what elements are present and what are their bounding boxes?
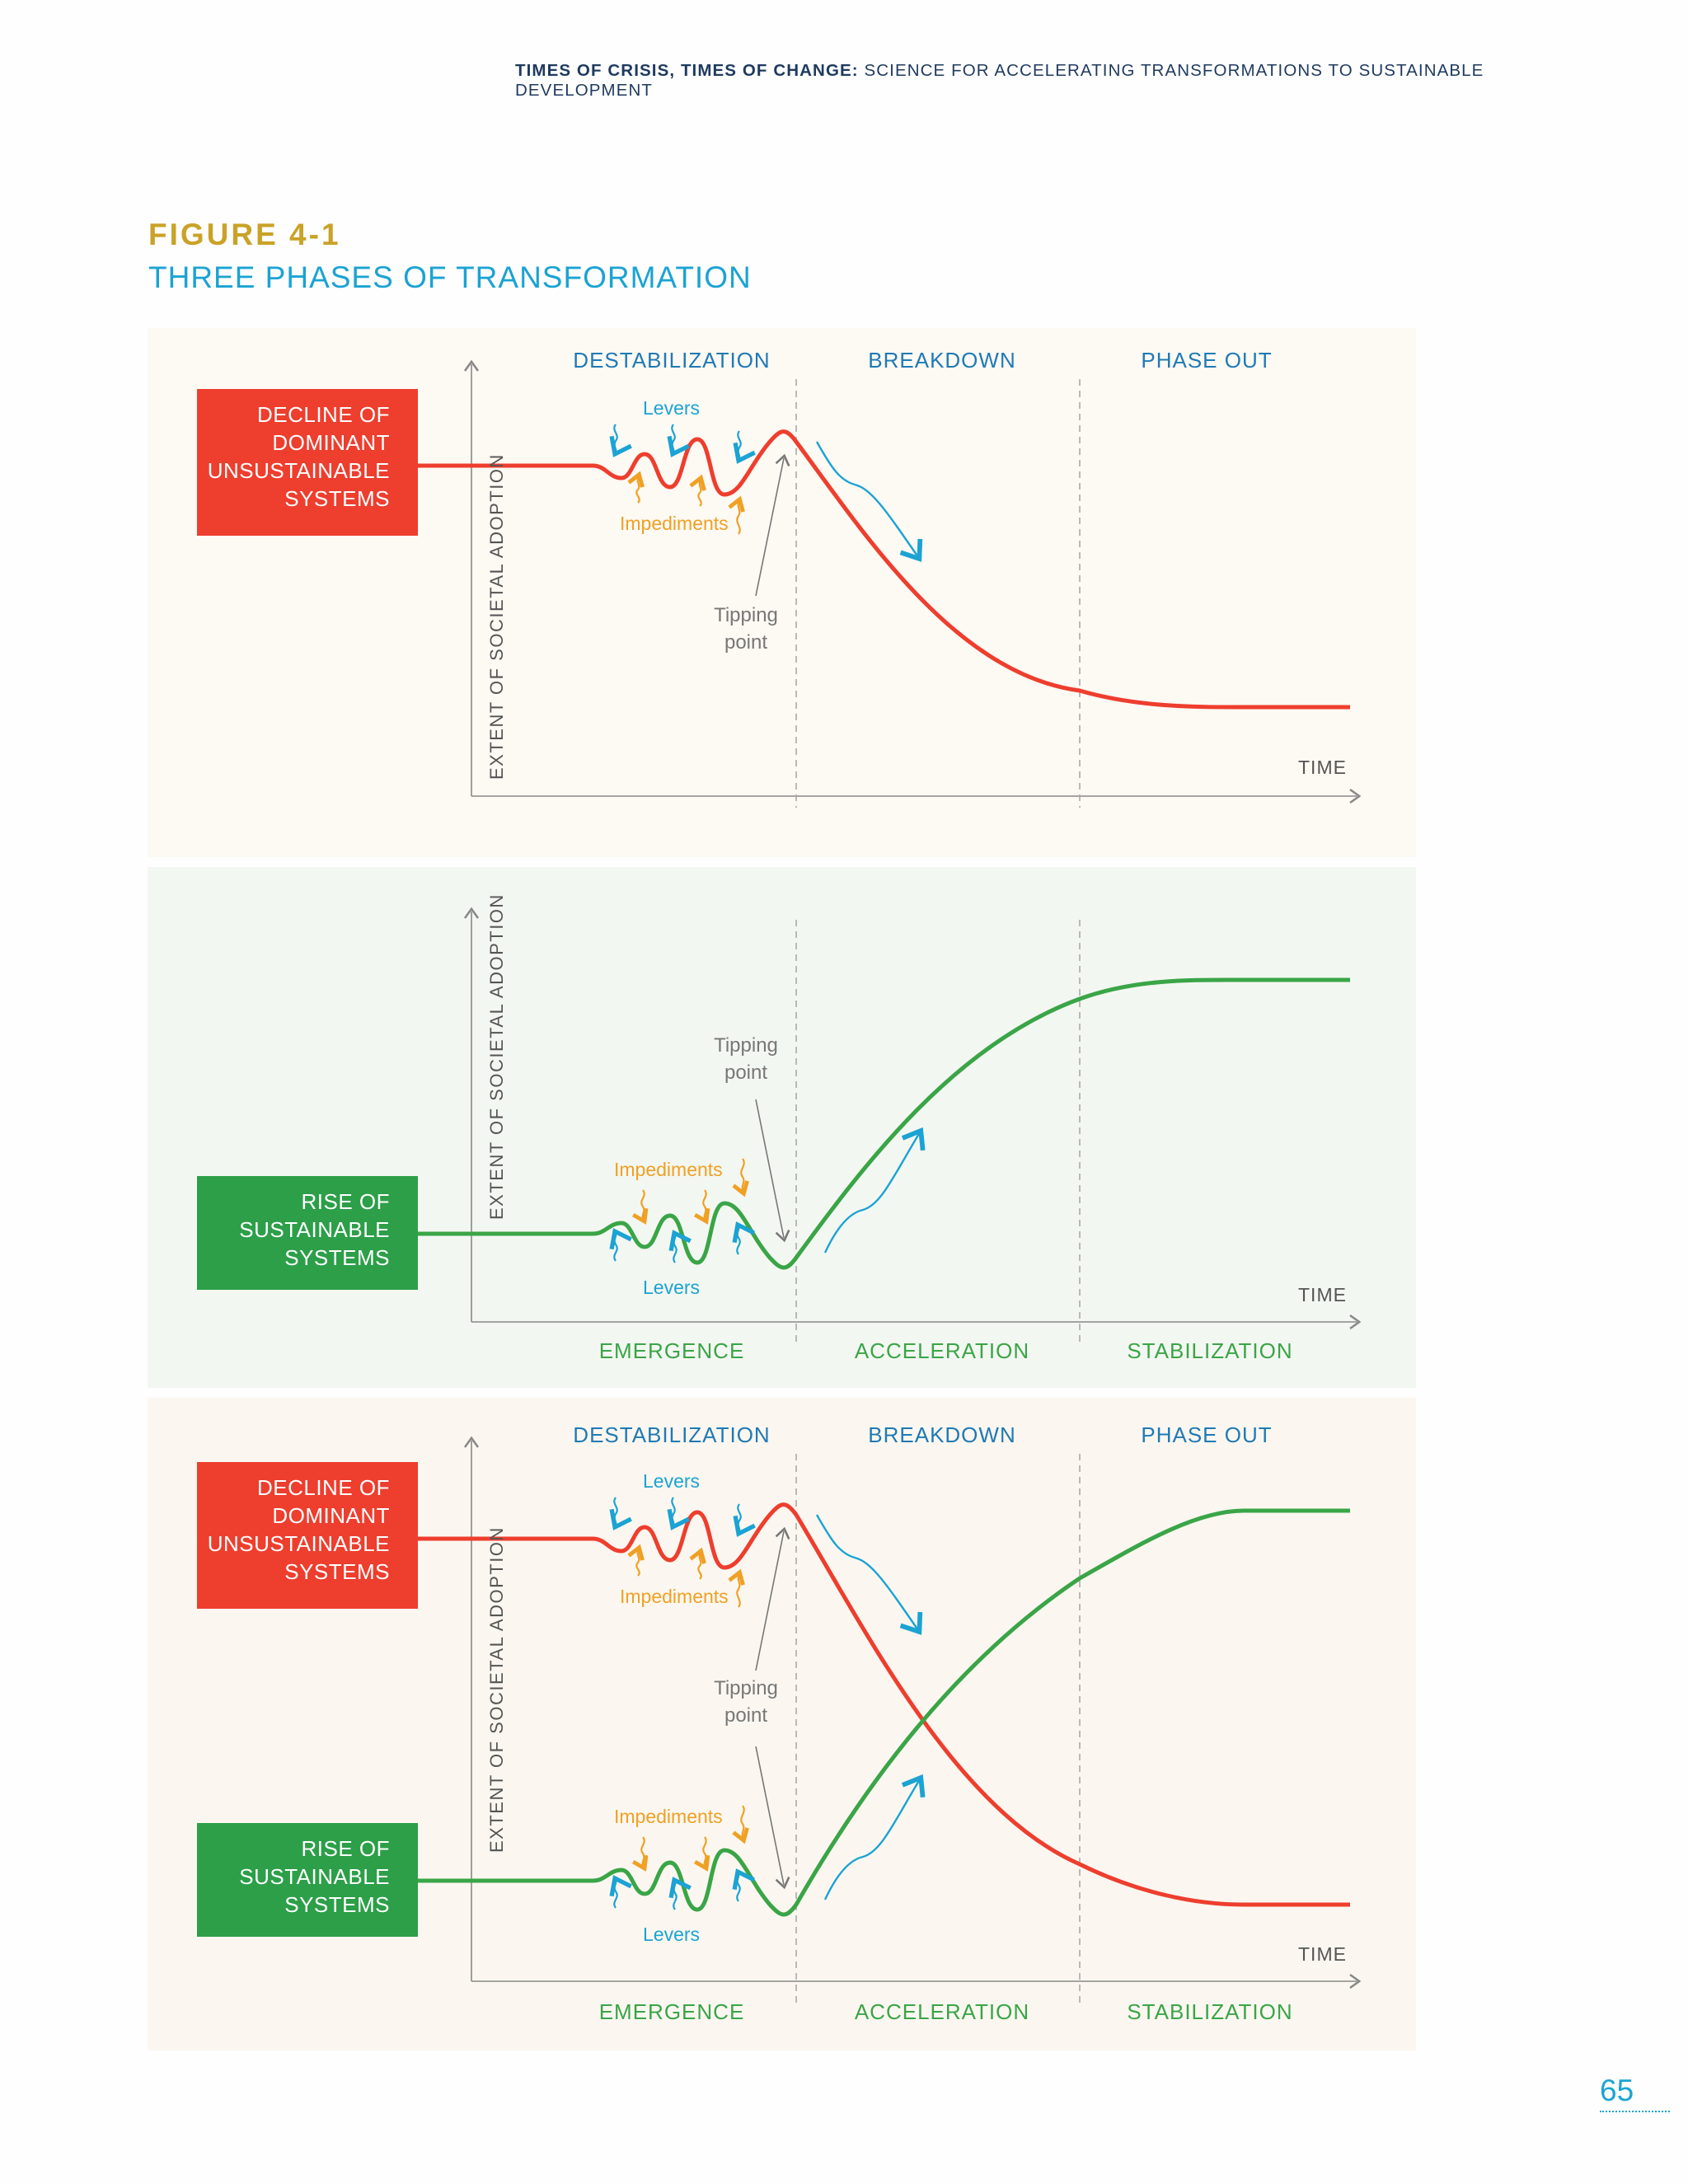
- levers-label: Levers: [643, 1277, 701, 1298]
- lever-arrows-top: [609, 1497, 756, 1537]
- decline-lever-arrow: [815, 1514, 923, 1635]
- phase-emergence: EMERGENCE: [598, 1999, 745, 2024]
- rise-curve: [418, 977, 1350, 1270]
- box-rise: RISE OF SUSTAINABLE SYSTEMS: [197, 1823, 418, 1937]
- x-axis-label: TIME: [1298, 1943, 1347, 1965]
- panel-rise: RISE OF SUSTAINABLE SYSTEMS EXTENT OF SO…: [148, 867, 1416, 1388]
- impediments-label: Impediments: [614, 1159, 723, 1180]
- panel-decline-graphic: [418, 359, 1362, 808]
- box-rise: RISE OF SUSTAINABLE SYSTEMS: [197, 1176, 418, 1290]
- phase-breakdown: BREAKDOWN: [868, 1422, 1016, 1447]
- phase-phase-out: PHASE OUT: [1141, 348, 1273, 373]
- impediment-arrows-top: [627, 1544, 745, 1608]
- tipping-line-1: Tipping: [714, 1034, 778, 1057]
- lever-arrows-rise: [609, 1221, 755, 1263]
- panel-combined: DESTABILIZATION BREAKDOWN PHASE OUT DECL…: [148, 1398, 1416, 2050]
- tipping-line-1: Tipping: [714, 604, 778, 626]
- tipping-line-2: point: [724, 1062, 768, 1084]
- lever-arrows-rise: [609, 1868, 755, 1910]
- phase-stabilization: STABILIZATION: [1127, 1338, 1293, 1363]
- impediment-arrows-top: [627, 471, 745, 535]
- tipping-pointer-top: [755, 453, 790, 597]
- box-decline: DECLINE OF DOMINANT UNSUSTAINABLE SYSTEM…: [197, 389, 418, 536]
- decline-curve: [418, 429, 1350, 710]
- impediments-label: Impediments: [620, 513, 729, 534]
- phase-destabilization: DESTABILIZATION: [573, 1422, 771, 1447]
- phase-emergence: EMERGENCE: [598, 1338, 745, 1363]
- levers-label-bottom: Levers: [643, 1924, 701, 1945]
- decline-curve: [418, 1502, 1350, 1907]
- header-bold: TIMES OF CRISIS, TIMES OF CHANGE:: [515, 61, 859, 80]
- impediments-label-bottom: Impediments: [614, 1806, 723, 1827]
- y-axis-label: EXTENT OF SOCIETAL ADOPTION: [486, 453, 507, 780]
- page-number-underline: [1600, 2111, 1670, 2112]
- tipping-pointer-top: [755, 1526, 790, 1671]
- x-axis-label: TIME: [1298, 757, 1347, 778]
- tipping-pointer-rise: [755, 1099, 790, 1243]
- rise-lever-arrow: [823, 1127, 926, 1254]
- header-rest: SCIENCE FOR ACCELERATING TRANSFORMATIONS…: [515, 61, 1484, 100]
- rise-curve: [418, 1508, 1350, 1917]
- x-axis-label: TIME: [1298, 1284, 1347, 1305]
- y-axis-label: EXTENT OF SOCIETAL ADOPTION: [486, 1526, 507, 1853]
- figure-label: FIGURE 4-1: [148, 218, 341, 251]
- lever-arrows-top: [609, 424, 756, 464]
- panel-decline: DESTABILIZATION BREAKDOWN PHASE OUT DECL…: [148, 328, 1416, 857]
- levers-label: Levers: [643, 397, 701, 419]
- tipping-line-2: point: [724, 631, 768, 654]
- phase-stabilization: STABILIZATION: [1127, 1999, 1293, 2024]
- running-header: TIMES OF CRISIS, TIMES OF CHANGE: SCIENC…: [515, 61, 1537, 101]
- tipping-pointer-rise: [755, 1746, 790, 1890]
- tipping-line-1: Tipping: [714, 1677, 778, 1699]
- tipping-point-label: Tipping point: [688, 602, 804, 656]
- phase-acceleration: ACCELERATION: [854, 1999, 1030, 2024]
- tipping-point-label: Tipping point: [688, 1675, 804, 1729]
- rise-lever-arrow: [823, 1774, 926, 1900]
- phase-destabilization: DESTABILIZATION: [573, 348, 771, 373]
- page-number: 65: [1600, 2074, 1634, 2107]
- box-decline: DECLINE OF DOMINANT UNSUSTAINABLE SYSTEM…: [197, 1462, 418, 1609]
- decline-lever-arrow: [815, 441, 923, 562]
- panel-rise-graphic: [418, 907, 1362, 1343]
- panel-combined-graphic: [418, 1436, 1362, 2004]
- y-axis-label: EXTENT OF SOCIETAL ADOPTION: [486, 893, 507, 1220]
- impediments-label-top: Impediments: [620, 1586, 729, 1607]
- phase-phase-out: PHASE OUT: [1141, 1422, 1273, 1447]
- phase-breakdown: BREAKDOWN: [868, 348, 1016, 373]
- tipping-line-2: point: [724, 1704, 768, 1727]
- impediment-arrows-rise: [631, 1805, 749, 1872]
- phase-acceleration: ACCELERATION: [854, 1338, 1030, 1363]
- tipping-point-label: Tipping point: [688, 1032, 804, 1086]
- levers-label-top: Levers: [643, 1470, 701, 1492]
- impediment-arrows-rise: [631, 1158, 749, 1225]
- figure-title: THREE PHASES OF TRANSFORMATION: [148, 260, 752, 294]
